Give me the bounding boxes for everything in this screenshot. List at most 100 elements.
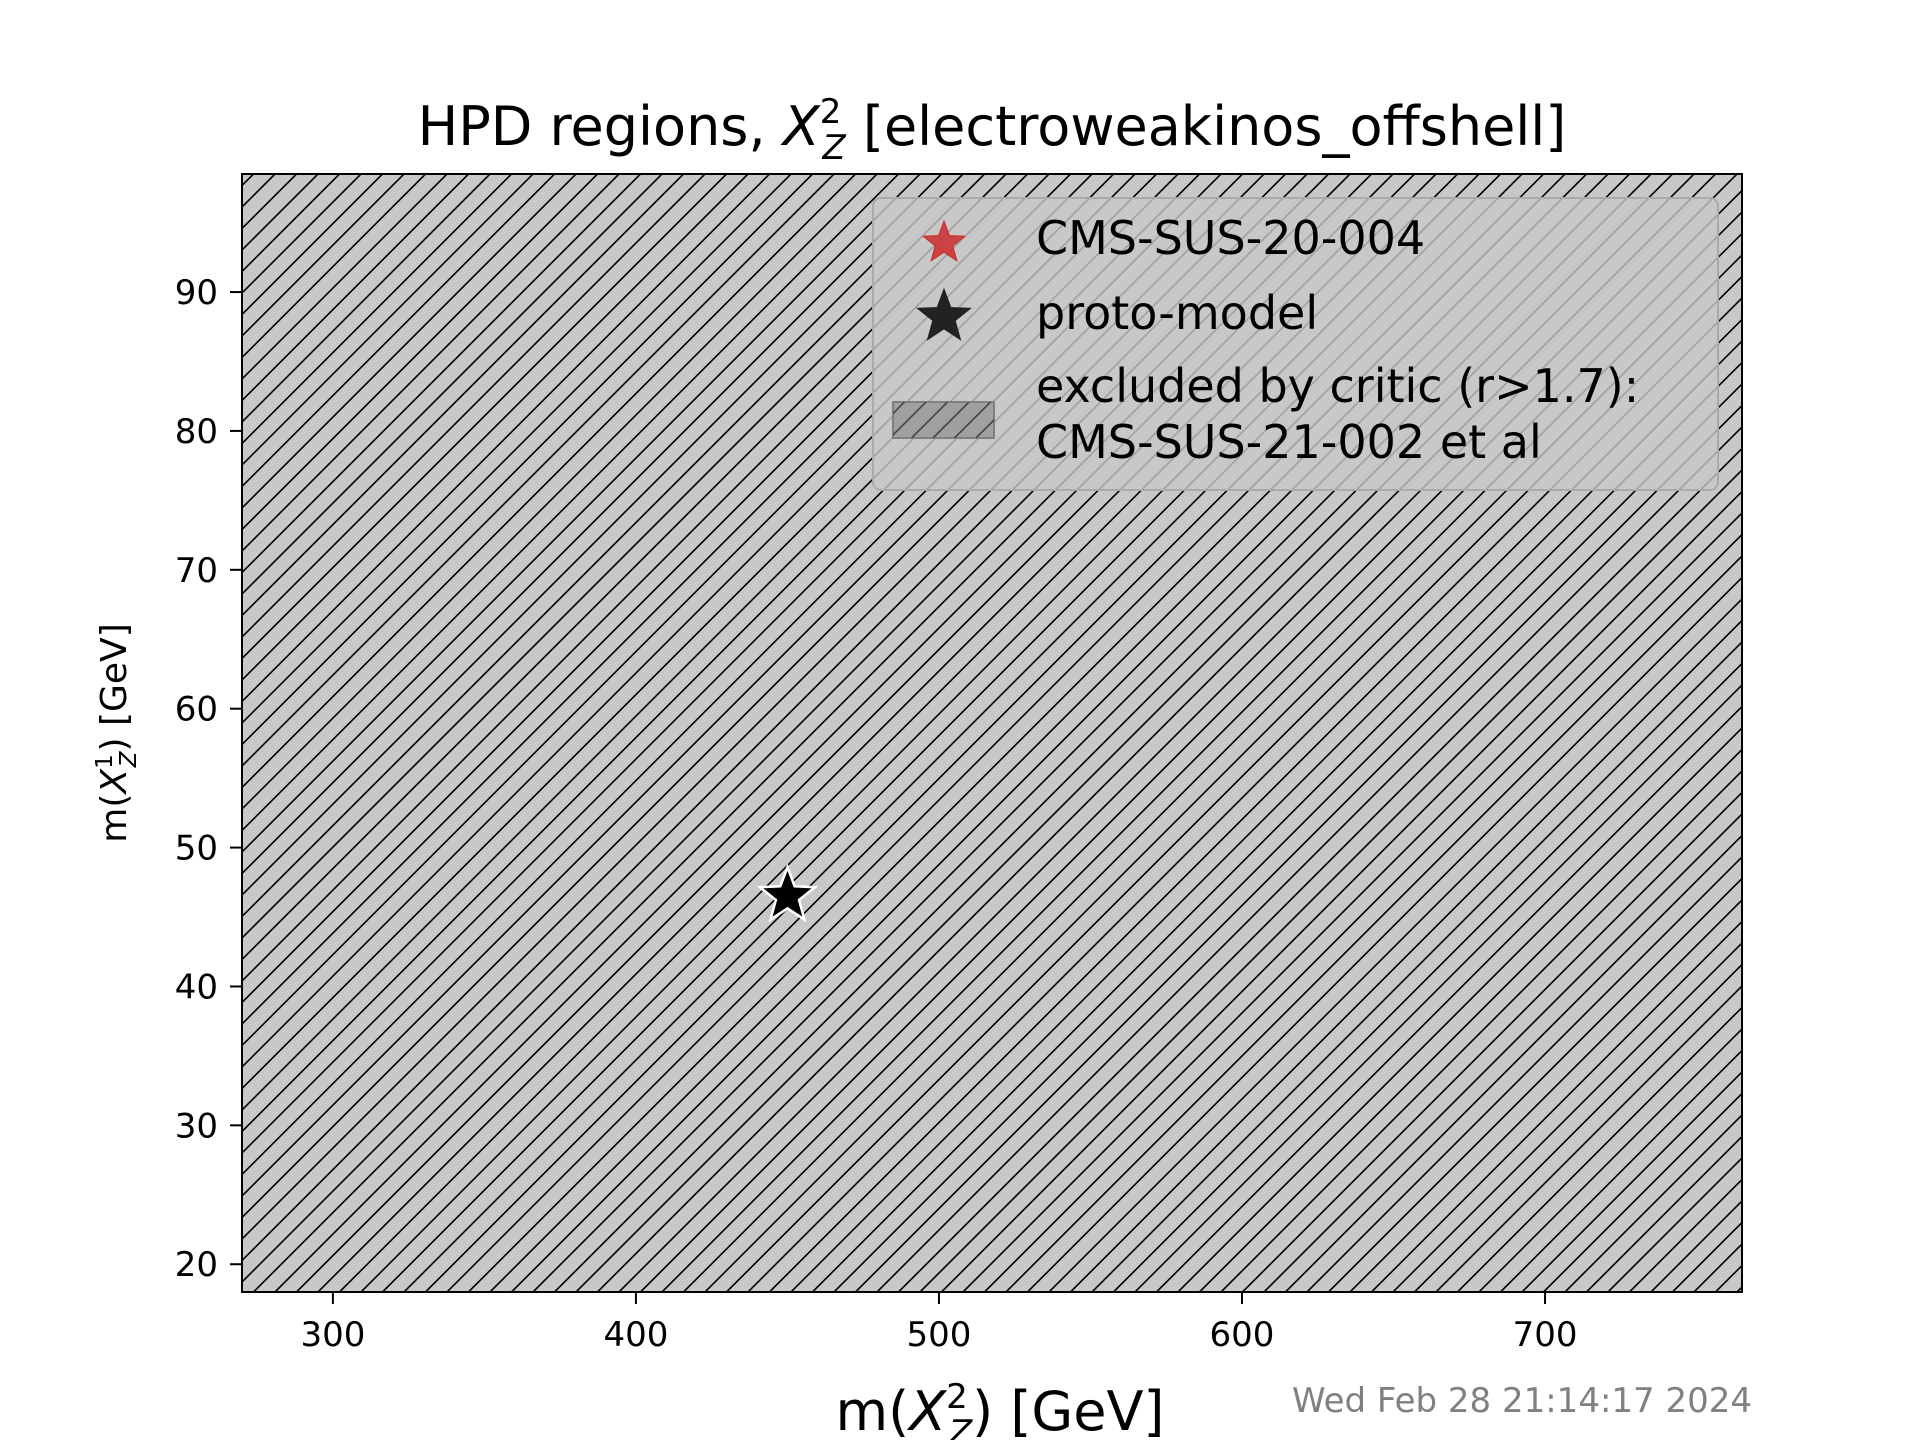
legend-hatch-line <box>910 402 949 438</box>
legend-label-cms-sus-20-004: CMS-SUS-20-004 <box>1036 211 1425 265</box>
y-tick-label: 70 <box>175 551 218 591</box>
hatch-line <box>854 404 1742 1292</box>
hatch-line <box>1542 1092 1742 1292</box>
hatch-line <box>242 174 792 725</box>
y-tick-label: 60 <box>175 690 218 730</box>
hatch-line <box>242 174 1029 961</box>
hatch-line <box>242 174 878 811</box>
hatch-line <box>1392 941 1742 1292</box>
hatch-line <box>1327 877 1742 1292</box>
legend-star-icon <box>916 287 972 341</box>
hatch-line <box>242 174 663 596</box>
y-tick-label: 40 <box>175 967 218 1007</box>
hatch-line <box>1456 1006 1742 1292</box>
hatch-line <box>242 174 685 617</box>
plot-frame <box>241 173 1743 1293</box>
hatch-line <box>1284 834 1742 1292</box>
legend-star-icon-proto-model <box>916 287 972 341</box>
y-tick-label: 30 <box>175 1106 218 1146</box>
legend-hatch-line <box>975 418 994 438</box>
hatch-line <box>1306 855 1742 1292</box>
hatch-line <box>1155 705 1742 1292</box>
hatch-line <box>833 382 1742 1292</box>
hatch-line <box>242 174 513 445</box>
hatch-line <box>1413 963 1742 1292</box>
hatch-line <box>242 174 921 854</box>
hatch-line <box>242 174 491 424</box>
hatch-line <box>1499 1049 1742 1292</box>
legend-hatch-patch-lines <box>893 402 994 438</box>
hatch-line <box>242 174 556 488</box>
hatch-line <box>790 339 1742 1292</box>
hatch-line <box>1134 683 1742 1292</box>
hatch-line <box>1091 640 1742 1292</box>
hatch-line <box>1048 597 1742 1292</box>
x-tick-label: 500 <box>907 1315 972 1355</box>
legend-hatch-line <box>893 402 927 437</box>
hatch-line <box>242 174 857 789</box>
hatch-line <box>242 174 835 768</box>
hatch-line <box>242 174 1050 983</box>
x-axis: 300 400 500 600 700 <box>300 1292 1577 1355</box>
x-tick-label: 300 <box>300 1315 365 1355</box>
hatch-line <box>242 174 728 660</box>
legend-hatch-line <box>932 402 970 438</box>
hatch-line <box>1198 748 1742 1292</box>
hatch-line <box>1349 898 1742 1292</box>
hatch-line <box>242 174 448 381</box>
timestamp: Wed Feb 28 21:14:17 2024 <box>1292 1381 1752 1421</box>
hatch-line <box>242 174 534 467</box>
hatch-line <box>242 174 706 639</box>
hatch-line <box>242 174 470 402</box>
hatch-line <box>897 447 1742 1292</box>
y-tick-label: 80 <box>175 412 218 452</box>
hatch-line <box>242 174 1007 940</box>
hatch-line <box>242 174 642 574</box>
hatch-line <box>983 533 1742 1292</box>
hatch-line <box>1220 769 1742 1292</box>
hatch-line <box>242 174 900 832</box>
hatch-line <box>940 490 1742 1292</box>
y-tick-label: 90 <box>175 273 218 313</box>
hatch-line <box>242 174 276 209</box>
y-axis-label: m(X1Z) [GeV] <box>92 623 142 842</box>
legend-frame <box>872 197 1719 491</box>
hatch-line <box>1026 576 1742 1292</box>
hatch-line <box>242 174 814 746</box>
hatch-line <box>242 174 620 553</box>
hatch-line <box>242 174 943 875</box>
hatch-line <box>919 468 1742 1292</box>
y-axis: 20 30 40 50 60 70 80 90 <box>175 273 242 1285</box>
hatch-line <box>242 174 577 510</box>
legend-label-excluded-line1: excluded by critic (r>1.7): <box>1036 359 1639 413</box>
x-tick-label: 700 <box>1513 1315 1578 1355</box>
legend: CMS-SUS-20-004 proto-model excluded by c… <box>872 197 1719 491</box>
y-tick-label: 20 <box>175 1245 218 1285</box>
hatch-line <box>242 174 599 531</box>
hatch-line <box>811 361 1742 1292</box>
x-axis-label: m(X2 Z) [GeV] <box>836 1377 1165 1440</box>
hatch-line <box>1069 619 1742 1292</box>
hatch-line <box>1263 812 1742 1292</box>
data-points <box>756 863 819 923</box>
hatch-line <box>1478 1027 1742 1292</box>
legend-hatch-line <box>953 402 992 438</box>
x-tick-label: 400 <box>603 1315 668 1355</box>
hatch-line <box>242 174 771 703</box>
hatch-line <box>1521 1070 1742 1292</box>
hatch-line <box>1370 920 1742 1292</box>
legend-star-icon <box>921 219 967 262</box>
hatch-line <box>242 174 749 682</box>
chart-title: HPD regions, X2 Z [electroweakinos_offshe… <box>418 92 1567 168</box>
hatch-line <box>242 174 986 918</box>
hatch-line <box>1435 984 1742 1292</box>
legend-label-proto-model: proto-model <box>1036 286 1318 340</box>
hatch-line <box>876 425 1742 1292</box>
hatch-line <box>242 174 964 897</box>
hatch-line <box>1241 791 1742 1292</box>
hatch-line <box>962 511 1742 1292</box>
hatch-line <box>1112 662 1742 1292</box>
legend-star-icon-cms-sus-20-004 <box>921 219 967 262</box>
data-point-proto-model <box>756 863 819 923</box>
